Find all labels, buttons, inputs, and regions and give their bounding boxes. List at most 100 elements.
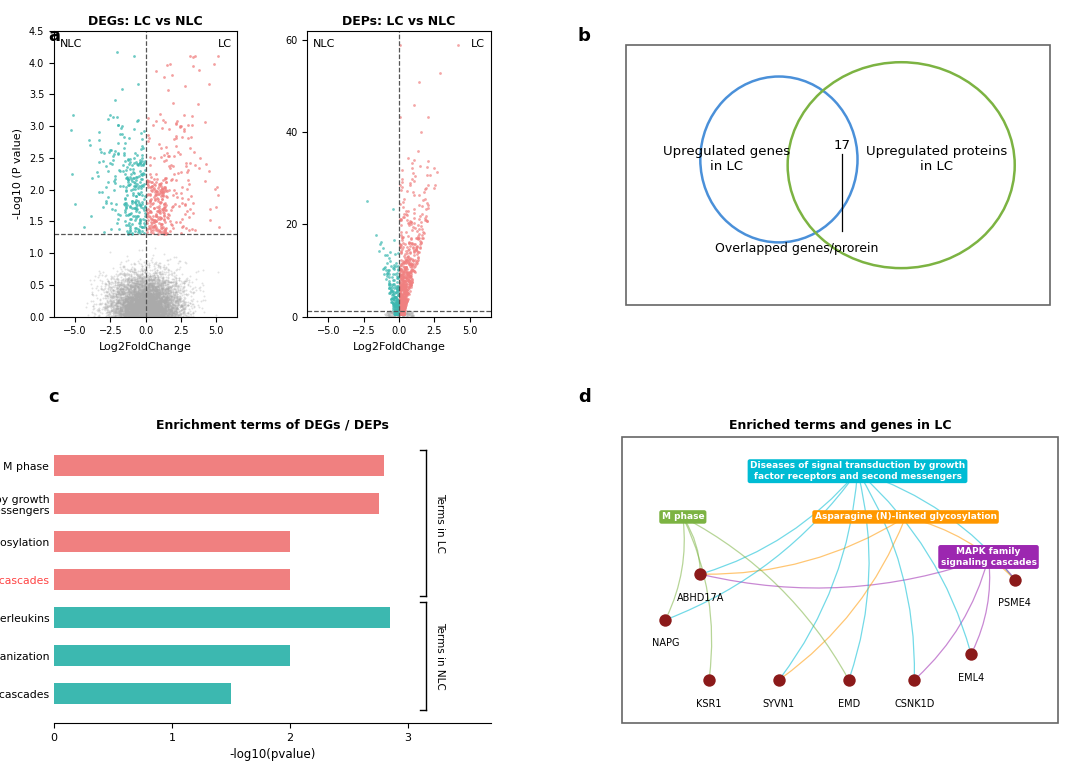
Point: [124, 297, 141, 309]
Point: [145, 298, 162, 310]
Point: [391, 308, 408, 320]
Point: [129, 288, 146, 301]
Point: [140, 295, 158, 307]
Point: [136, 289, 153, 301]
Point: [154, 276, 172, 288]
Point: [125, 291, 143, 303]
Point: [148, 224, 165, 236]
Point: [156, 286, 173, 298]
Point: [397, 288, 415, 301]
Point: [110, 308, 127, 320]
Point: [131, 309, 148, 321]
Point: [139, 296, 157, 308]
Point: [153, 189, 171, 201]
Point: [154, 295, 172, 308]
Point: [102, 293, 119, 305]
Point: [402, 258, 419, 270]
Point: [107, 306, 124, 318]
Point: [136, 289, 153, 301]
Point: [76, 221, 93, 233]
Point: [152, 299, 170, 311]
Point: [150, 275, 167, 287]
Point: [124, 301, 141, 314]
Point: [126, 271, 144, 283]
Point: [131, 293, 148, 305]
Point: [392, 278, 409, 291]
Point: [125, 288, 143, 301]
Point: [144, 118, 161, 131]
Point: [125, 293, 143, 305]
Point: [151, 306, 168, 318]
Point: [393, 308, 410, 321]
Point: [134, 301, 151, 314]
Point: [143, 291, 160, 303]
Point: [140, 220, 158, 232]
Point: [138, 285, 156, 298]
Point: [105, 291, 122, 304]
Point: [127, 295, 145, 307]
Text: b: b: [578, 27, 591, 45]
Point: [120, 310, 137, 322]
Point: [149, 311, 166, 323]
Point: [132, 269, 149, 281]
Point: [401, 282, 418, 295]
Point: [139, 278, 157, 291]
Point: [153, 307, 171, 319]
Point: [393, 303, 410, 315]
Point: [138, 293, 156, 305]
Point: [152, 300, 170, 312]
Point: [152, 304, 170, 316]
Point: [137, 280, 154, 292]
Point: [136, 306, 153, 318]
Point: [105, 305, 122, 318]
Point: [150, 180, 167, 192]
Point: [118, 304, 135, 316]
Point: [98, 301, 116, 313]
Point: [124, 305, 141, 317]
Point: [136, 298, 153, 311]
Point: [403, 224, 420, 236]
Point: [116, 284, 133, 296]
Point: [136, 303, 153, 315]
Point: [131, 291, 148, 304]
Point: [402, 280, 419, 292]
Point: [146, 305, 163, 317]
Point: [122, 290, 139, 302]
Point: [133, 279, 150, 291]
Point: [118, 294, 135, 306]
Point: [144, 198, 161, 210]
Point: [149, 294, 166, 306]
Point: [153, 308, 171, 321]
Point: [388, 307, 405, 319]
Point: [164, 301, 181, 314]
Point: [135, 308, 152, 320]
Point: [111, 258, 129, 271]
Point: [117, 274, 134, 286]
Point: [130, 281, 147, 294]
Point: [138, 295, 156, 308]
Point: [140, 272, 158, 285]
Point: [154, 287, 172, 299]
Point: [146, 308, 163, 321]
Point: [112, 288, 130, 301]
Point: [152, 294, 170, 306]
Point: [123, 288, 140, 301]
Point: [123, 299, 140, 311]
Point: [131, 291, 148, 304]
Point: [397, 299, 415, 311]
Point: [136, 307, 153, 319]
Point: [105, 296, 122, 308]
Point: [161, 225, 178, 238]
Point: [135, 293, 152, 305]
Point: [146, 274, 163, 286]
Point: [139, 306, 157, 318]
Point: [177, 300, 194, 312]
Point: [148, 272, 165, 285]
Point: [144, 292, 161, 305]
Point: [378, 272, 395, 285]
Point: [122, 306, 139, 318]
Point: [131, 285, 148, 297]
Point: [124, 285, 141, 298]
Point: [130, 297, 147, 309]
Point: [392, 286, 409, 298]
